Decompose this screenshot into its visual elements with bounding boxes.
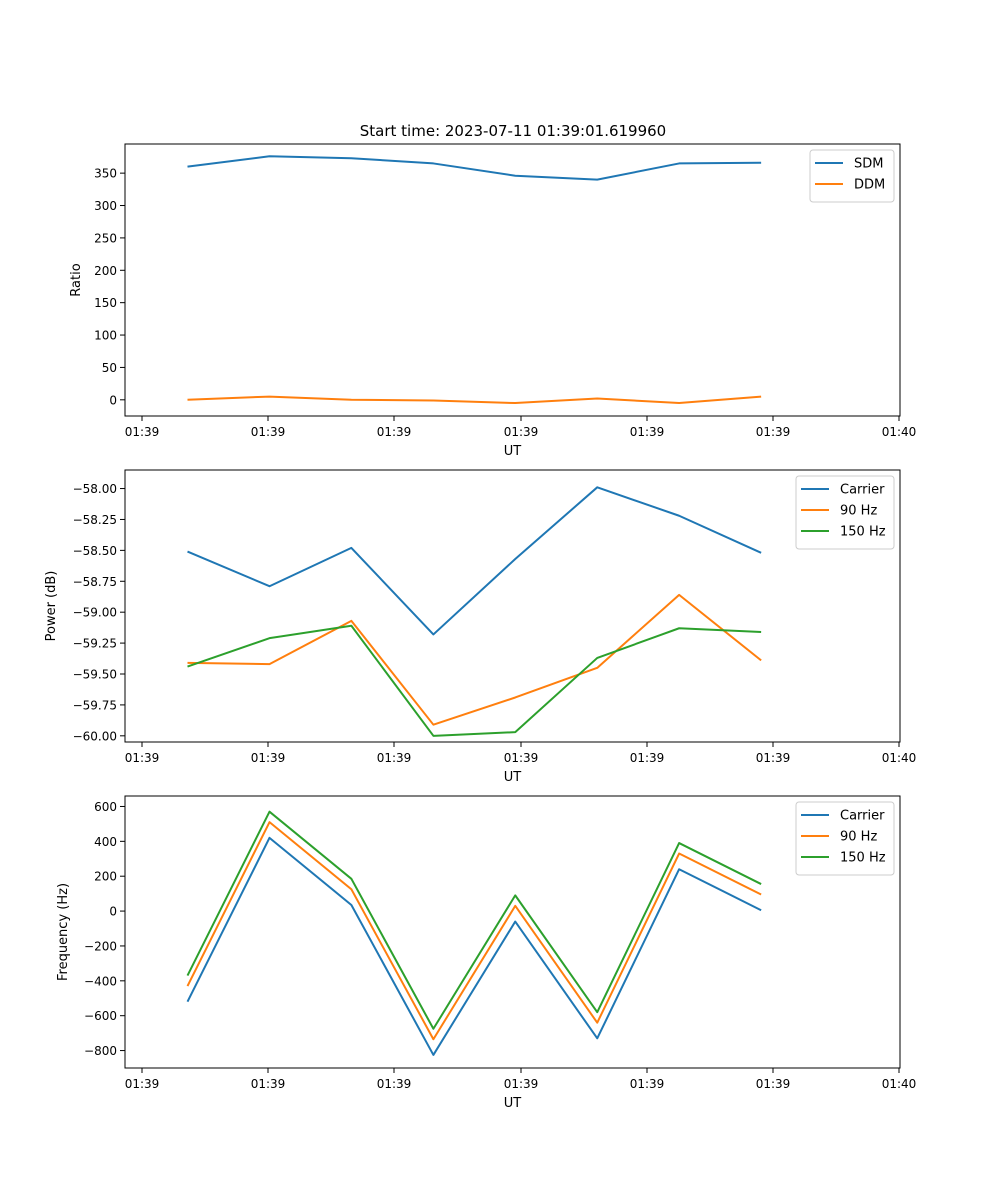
y-tick-label: 200: [94, 264, 117, 278]
y-tick-label: −59.50: [73, 668, 117, 682]
x-tick-label: 01:39: [630, 1077, 665, 1091]
x-tick-label: 01:39: [756, 1077, 791, 1091]
y-tick-label: −58.50: [73, 544, 117, 558]
y-tick-label: 0: [109, 393, 117, 407]
y-tick-label: 150: [94, 296, 117, 310]
chart-title: Start time: 2023-07-11 01:39:01.619960: [360, 122, 666, 140]
y-tick-label: 50: [102, 361, 117, 375]
axes-frame: [124, 795, 901, 1069]
x-axis-label: UT: [504, 770, 522, 785]
x-tick-label: 01:39: [630, 751, 665, 765]
y-axis-label: Frequency (Hz): [56, 883, 71, 981]
series-line-150-hz: [187, 624, 762, 737]
series-line-90-hz: [187, 593, 762, 726]
y-tick-label: −60.00: [73, 729, 117, 743]
legend-label: Carrier: [840, 809, 885, 824]
x-tick-label: 01:39: [504, 425, 539, 439]
x-tick-label: 01:39: [504, 1077, 539, 1091]
x-tick-label: 01:39: [251, 425, 286, 439]
x-tick-label: 01:39: [377, 425, 412, 439]
y-axis-label: Ratio: [69, 263, 84, 296]
x-axis-label: UT: [504, 1096, 522, 1111]
legend: Carrier 90 Hz 150 Hz: [795, 801, 895, 876]
y-tick-label: −200: [84, 939, 117, 953]
y-tick-label: −59.00: [73, 606, 117, 620]
x-tick-label: 01:39: [756, 425, 791, 439]
series-line-carrier: [187, 486, 762, 636]
legend-label: 90 Hz: [840, 830, 877, 845]
legend-label: 90 Hz: [840, 504, 877, 519]
series-line-ddm: [187, 395, 762, 405]
legend-label: Carrier: [840, 483, 885, 498]
y-tick-label: −59.25: [73, 637, 117, 651]
y-tick-label: −400: [84, 974, 117, 988]
y-tick-label: −58.25: [73, 513, 117, 527]
y-tick-label: −58.00: [73, 482, 117, 496]
x-tick-label: 01:40: [882, 425, 917, 439]
y-tick-label: 400: [94, 835, 117, 849]
x-tick-label: 01:39: [377, 1077, 412, 1091]
y-tick-label: 0: [109, 905, 117, 919]
y-tick-label: 600: [94, 800, 117, 814]
x-tick-label: 01:39: [125, 1077, 160, 1091]
y-tick-label: −58.75: [73, 575, 117, 589]
x-tick-label: 01:40: [882, 1077, 917, 1091]
series-line-150-hz: [186, 810, 762, 1030]
y-tick-label: 350: [94, 167, 117, 181]
series-line-sdm: [187, 155, 762, 181]
y-tick-label: 250: [94, 231, 117, 245]
x-tick-label: 01:39: [756, 751, 791, 765]
y-tick-label: −600: [84, 1009, 117, 1023]
panel-2: 01:39 01:39 01:39 01:39 01:39 01:39 01:40 UT −60…: [44, 469, 917, 785]
y-tick-label: −59.75: [73, 698, 117, 712]
y-tick-label: 200: [94, 870, 117, 884]
x-tick-label: 01:39: [377, 751, 412, 765]
panel-3: 01:39 01:39 01:39 01:39 01:39 01:39 01:40 UT −80…: [56, 795, 917, 1111]
legend: SDM DDM: [809, 149, 895, 203]
y-tick-label: 100: [94, 329, 117, 343]
x-tick-label: 01:39: [125, 751, 160, 765]
x-tick-label: 01:39: [251, 751, 286, 765]
y-tick-label: 300: [94, 199, 117, 213]
axes-frame: [124, 469, 901, 743]
legend-label: SDM: [854, 157, 883, 172]
x-axis-label: UT: [504, 444, 522, 459]
x-tick-label: 01:39: [251, 1077, 286, 1091]
series-line-90-hz: [186, 821, 762, 1041]
x-tick-label: 01:39: [630, 425, 665, 439]
x-tick-label: 01:39: [125, 425, 160, 439]
x-tick-label: 01:39: [504, 751, 539, 765]
legend-label: DDM: [854, 178, 885, 193]
panel-1: 01:39 01:39 01:39 01:39 01:39 01:39 01:40 UT 0 50…: [69, 143, 917, 459]
axes-frame: [124, 143, 901, 417]
y-axis-label: Power (dB): [44, 571, 59, 642]
legend-label: 150 Hz: [840, 525, 886, 540]
legend: Carrier 90 Hz 150 Hz: [795, 475, 895, 550]
legend-label: 150 Hz: [840, 851, 886, 866]
x-tick-label: 01:40: [882, 751, 917, 765]
series-line-carrier: [186, 836, 762, 1056]
y-tick-label: −800: [84, 1044, 117, 1058]
